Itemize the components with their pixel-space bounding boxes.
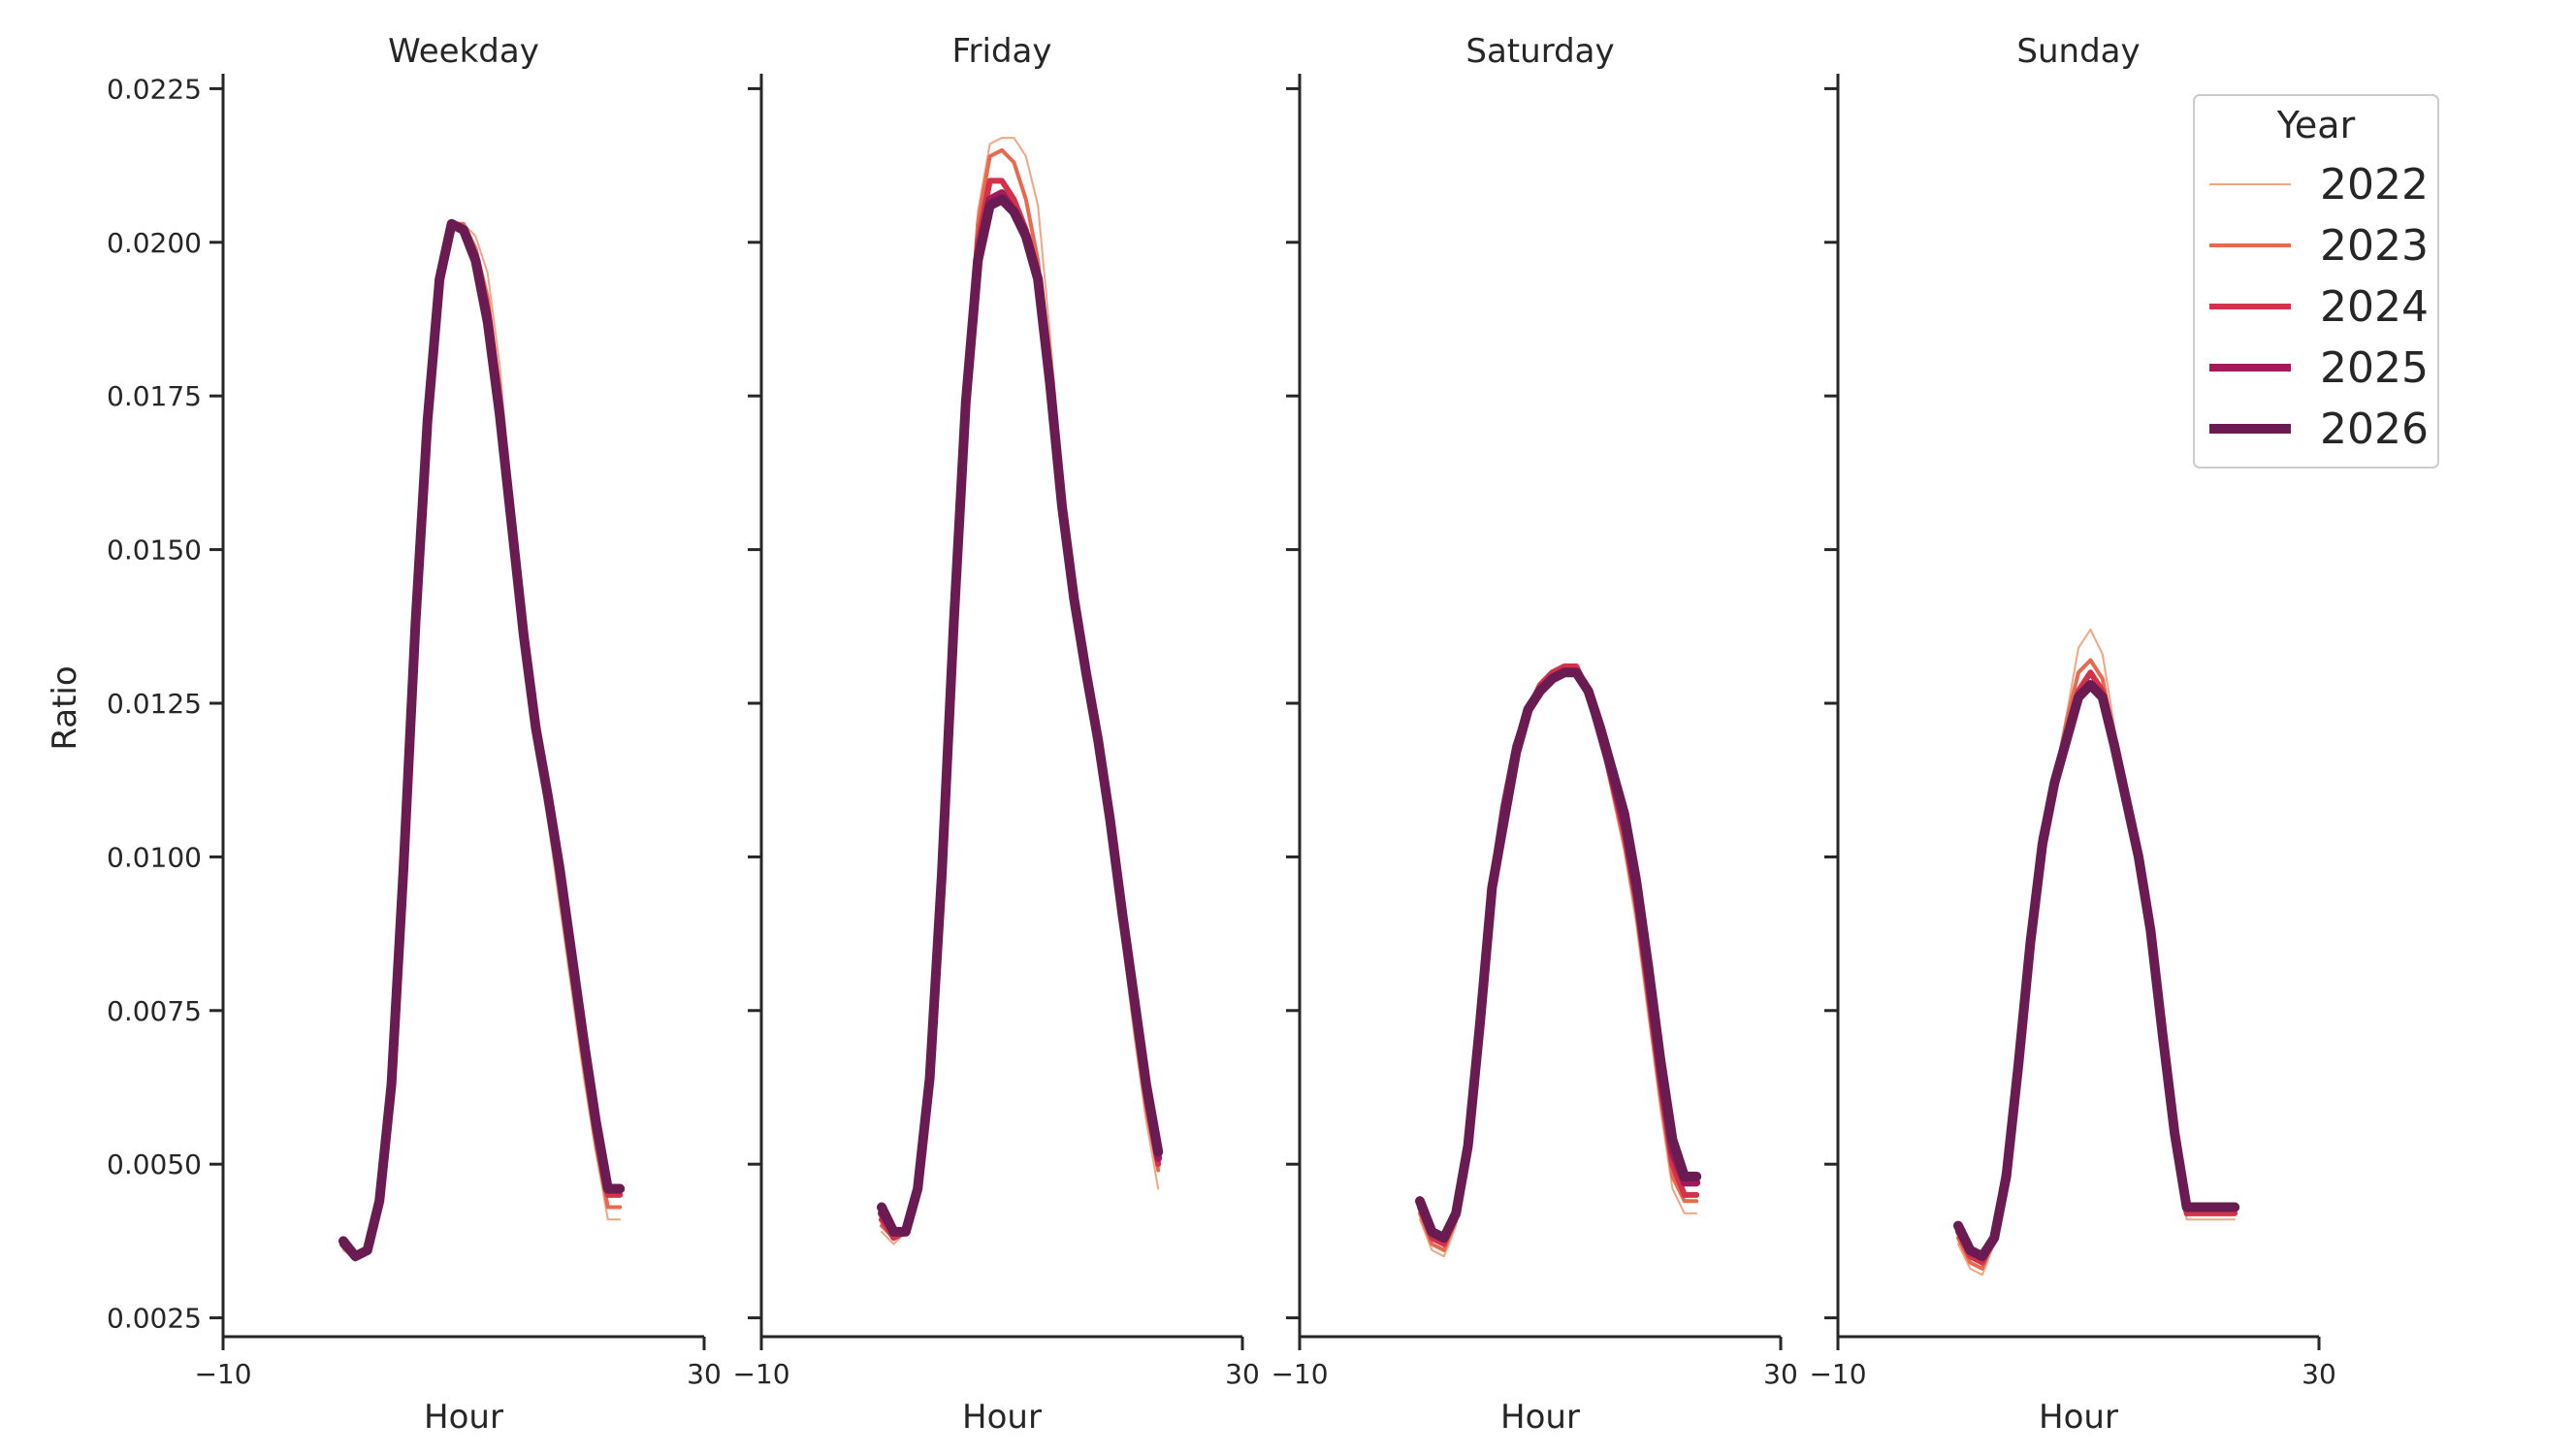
- panel-weekday: Weekday 0.0025 0.0050 0.0075 0.0100 0.0125 0.0…: [107, 32, 722, 1437]
- y-tick-label: 0.0075: [107, 995, 202, 1027]
- panel-friday: Friday −10 30 Hour: [732, 32, 1259, 1437]
- legend-entry-2026: 2026: [2320, 404, 2429, 454]
- x-axis-label: Hour: [2039, 1398, 2118, 1437]
- series-line-2023: [880, 147, 1161, 1241]
- series-line-2026: [1415, 667, 1702, 1244]
- y-tick-label: 0.0025: [107, 1303, 202, 1335]
- series-line-2023: [1956, 658, 2238, 1271]
- y-axis-label: Ratio: [46, 665, 84, 750]
- chart-panels: Weekday 0.0025 0.0050 0.0075 0.0100 0.0125 0.0…: [107, 32, 2336, 1437]
- y-tick-label: 0.0050: [107, 1148, 202, 1180]
- series-line-2026: [1953, 680, 2240, 1262]
- panel-title: Friday: [951, 32, 1051, 71]
- y-tick-label: 0.0175: [107, 380, 202, 412]
- x-tick-label: −10: [1809, 1358, 1866, 1390]
- panel-sunday: Sunday −10 30 Hour: [1809, 32, 2335, 1437]
- x-axis-label: Hour: [424, 1398, 503, 1437]
- series-line-2022: [881, 137, 1160, 1245]
- panel-title: Weekday: [388, 32, 539, 71]
- series-line-2025: [1416, 668, 1701, 1243]
- legend-title: Year: [2276, 104, 2356, 146]
- y-tick-label: 0.0150: [107, 534, 202, 566]
- legend-entry-2023: 2023: [2320, 221, 2429, 271]
- y-tick-label: 0.0225: [107, 73, 202, 105]
- y-tick-label: 0.0100: [107, 841, 202, 873]
- series-line-2025: [878, 189, 1163, 1236]
- x-tick-label: −10: [732, 1358, 789, 1390]
- x-tick-label: 30: [2302, 1358, 2336, 1390]
- legend-entry-2024: 2024: [2320, 282, 2429, 332]
- legend-entry-2025: 2025: [2320, 343, 2429, 393]
- legend-box: [2193, 94, 2439, 469]
- x-tick-label: 30: [687, 1358, 722, 1390]
- series-line-2026: [877, 194, 1164, 1237]
- panel-title: Sunday: [2016, 32, 2140, 71]
- series-line-2024: [1955, 669, 2238, 1266]
- x-tick-label: 30: [1225, 1358, 1260, 1390]
- x-tick-label: −10: [194, 1358, 251, 1390]
- panel-saturday: Saturday −10 30 Hour: [1271, 32, 1797, 1437]
- legend-entry-2022: 2022: [2320, 160, 2429, 210]
- series-line-2025: [1954, 681, 2239, 1261]
- y-tick-label: 0.0125: [107, 688, 202, 720]
- series-line-2026: [338, 218, 626, 1262]
- panel-title: Saturday: [1465, 32, 1614, 71]
- series-line-2022: [1957, 629, 2237, 1277]
- series-line-2024: [879, 178, 1162, 1242]
- x-axis-label: Hour: [962, 1398, 1042, 1437]
- x-axis-label: Hour: [1500, 1398, 1580, 1437]
- x-tick-label: −10: [1271, 1358, 1328, 1390]
- x-tick-label: 30: [1763, 1358, 1798, 1390]
- y-tick-label: 0.0200: [107, 227, 202, 259]
- legend: Year 2022 2023 2024 2025 2026: [2193, 94, 2439, 469]
